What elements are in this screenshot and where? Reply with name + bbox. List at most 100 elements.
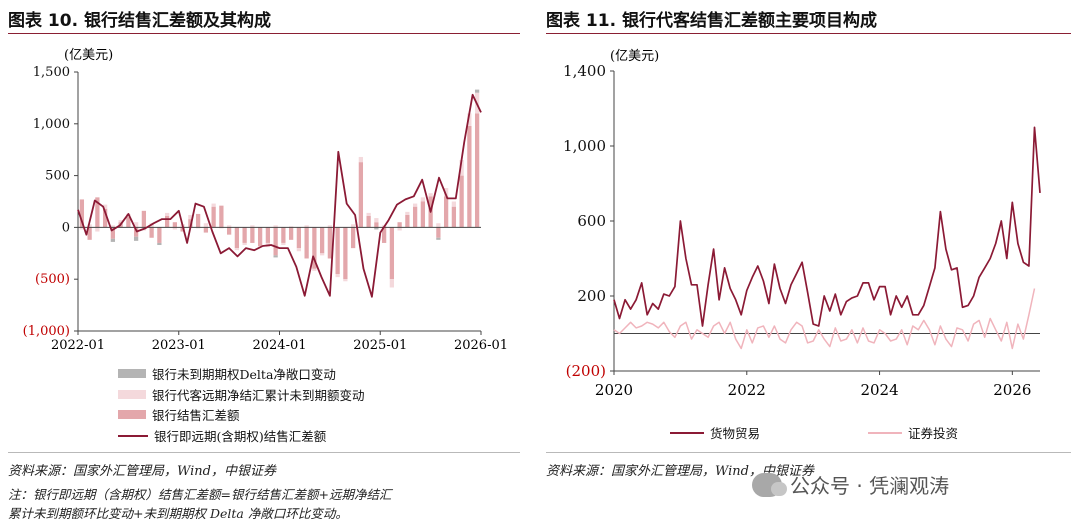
bar-forward-change bbox=[405, 211, 410, 215]
bar-spot-balance bbox=[343, 227, 348, 280]
left-source: 资料来源：国家外汇管理局，Wind，中银证券 bbox=[8, 464, 276, 479]
legend-total-label: 银行即远期(含期权)结售汇差额 bbox=[154, 429, 327, 444]
bar-spot-balance bbox=[451, 206, 457, 228]
legend-delta-label: 银行未到期期权Delta净敞口变动 bbox=[152, 367, 336, 382]
left-x-tick-label: 2023-01 bbox=[152, 338, 206, 353]
bar-spot-balance bbox=[95, 197, 100, 228]
bar-forward-change bbox=[203, 223, 209, 228]
left-source-rule bbox=[8, 452, 520, 453]
bar-spot-balance bbox=[149, 227, 154, 238]
left-note-line2: 累计未到期额环比变动+未到期期权 Delta 净敞口环比变动。 bbox=[8, 506, 348, 521]
bar-forward-change bbox=[327, 225, 333, 228]
bar-spot-balance bbox=[335, 227, 340, 275]
bar-spot-balance bbox=[459, 175, 464, 228]
bar-spot-balance bbox=[350, 227, 356, 249]
bar-delta-change bbox=[474, 89, 480, 93]
bar-forward-change bbox=[358, 156, 364, 163]
bar-forward-change bbox=[350, 224, 356, 228]
bar-forward-change bbox=[118, 220, 123, 223]
left-y-tick-label: 1,500 bbox=[33, 65, 70, 80]
bar-spot-balance bbox=[141, 210, 147, 228]
bar-forward-change bbox=[389, 279, 395, 288]
bar-delta-change bbox=[157, 242, 162, 246]
bar-forward-change bbox=[296, 248, 302, 252]
bar-forward-change bbox=[188, 214, 193, 220]
bar-forward-change bbox=[428, 193, 433, 197]
bar-spot-balance bbox=[250, 227, 255, 243]
bar-spot-balance bbox=[319, 227, 325, 254]
right-y-tick-label: 200 bbox=[577, 287, 606, 305]
bar-forward-change bbox=[95, 227, 100, 232]
right-title-rule bbox=[546, 33, 1071, 35]
bar-forward-change bbox=[443, 188, 449, 197]
right-y-tick-label: 1,000 bbox=[563, 137, 606, 155]
bar-forward-change bbox=[451, 201, 457, 207]
bar-forward-change bbox=[420, 197, 426, 202]
bar-delta-change bbox=[436, 237, 441, 240]
bar-spot-balance bbox=[389, 227, 395, 280]
bar-spot-balance bbox=[397, 222, 402, 228]
bar-forward-change bbox=[211, 203, 216, 207]
bar-spot-balance bbox=[226, 227, 232, 235]
left-x-tick-label: 2024-01 bbox=[252, 338, 306, 353]
legend-goods-label: 货物贸易 bbox=[710, 426, 761, 441]
bar-spot-balance bbox=[79, 199, 85, 228]
legend-securities-label: 证券投资 bbox=[908, 426, 959, 441]
line-goods-trade bbox=[613, 126, 1041, 327]
bar-spot-balance bbox=[219, 205, 224, 228]
left-title-rule bbox=[8, 33, 520, 35]
legend-delta-swatch bbox=[118, 369, 146, 378]
bar-forward-change bbox=[133, 222, 139, 228]
bar-spot-balance bbox=[172, 222, 178, 228]
bar-spot-balance bbox=[296, 227, 302, 249]
bar-spot-balance bbox=[436, 227, 441, 238]
bar-forward-change bbox=[250, 225, 255, 228]
left-y-tick-label: 500 bbox=[45, 169, 70, 184]
bar-spot-balance bbox=[467, 125, 472, 228]
right-chart-title: 图表 11. 银行代客结售汇差额主要项目构成 bbox=[546, 11, 877, 31]
right-chart: (亿美元) 1,400 1,000 600 200 (200)2020 2022 2024 2… bbox=[563, 49, 1041, 399]
bar-forward-change bbox=[397, 227, 402, 231]
bar-spot-balance bbox=[443, 196, 449, 228]
left-y-tick-label: 1,000 bbox=[33, 117, 70, 132]
bar-delta-change bbox=[273, 255, 278, 258]
legend-forward: 银行代客远期净结汇累计未到期额变动 bbox=[118, 385, 365, 404]
bar-forward-change bbox=[219, 227, 224, 229]
wechat-icon bbox=[752, 472, 787, 497]
legend-delta: 银行未到期期权Delta净敞口变动 bbox=[118, 364, 336, 383]
bar-spot-balance bbox=[87, 227, 92, 240]
bar-forward-change bbox=[304, 225, 309, 228]
legend-forward-label: 银行代客远期净结汇累计未到期额变动 bbox=[152, 388, 365, 403]
legend-securities-swatch bbox=[868, 431, 902, 434]
bar-spot-balance bbox=[188, 219, 193, 228]
left-note-line1: 注：银行即远期（含期权）结售汇差额=银行结售汇差额+远期净结汇 bbox=[8, 487, 392, 502]
legend-total-swatch bbox=[118, 434, 148, 437]
bar-forward-change bbox=[234, 248, 240, 251]
bar-spot-balance bbox=[102, 208, 108, 228]
bar-forward-change bbox=[102, 204, 108, 209]
right-x-tick-label: 2026 bbox=[993, 381, 1031, 399]
bar-forward-change bbox=[242, 242, 247, 246]
bar-spot-balance bbox=[234, 227, 240, 249]
bar-spot-balance bbox=[420, 201, 426, 228]
bar-spot-balance bbox=[242, 227, 247, 243]
bar-spot-balance bbox=[374, 222, 379, 228]
bar-spot-balance bbox=[273, 227, 278, 256]
bar-forward-change bbox=[335, 274, 340, 278]
bar-spot-balance bbox=[157, 227, 162, 243]
legend-spot-swatch bbox=[118, 410, 146, 419]
legend-forward-swatch bbox=[118, 390, 146, 399]
right-y-tick-label: 600 bbox=[577, 212, 606, 230]
bar-spot-balance bbox=[195, 213, 201, 228]
bar-forward-change bbox=[164, 212, 170, 217]
watermark: 公众号 · 凭澜观涛 bbox=[752, 470, 949, 499]
left-y-tick-label: 0 bbox=[62, 220, 70, 235]
bar-forward-change bbox=[288, 226, 294, 228]
right-source: 资料来源：国家外汇管理局，Wind，中银证券 bbox=[546, 464, 814, 479]
legend-spot-label: 银行结售汇差额 bbox=[152, 408, 240, 423]
left-x-tick-label: 2025-01 bbox=[353, 338, 407, 353]
legend-total: 银行即远期(含期权)结售汇差额 bbox=[118, 426, 326, 445]
bar-spot-balance bbox=[265, 227, 271, 243]
bar-spot-balance bbox=[474, 113, 480, 228]
bar-forward-change bbox=[79, 227, 85, 230]
